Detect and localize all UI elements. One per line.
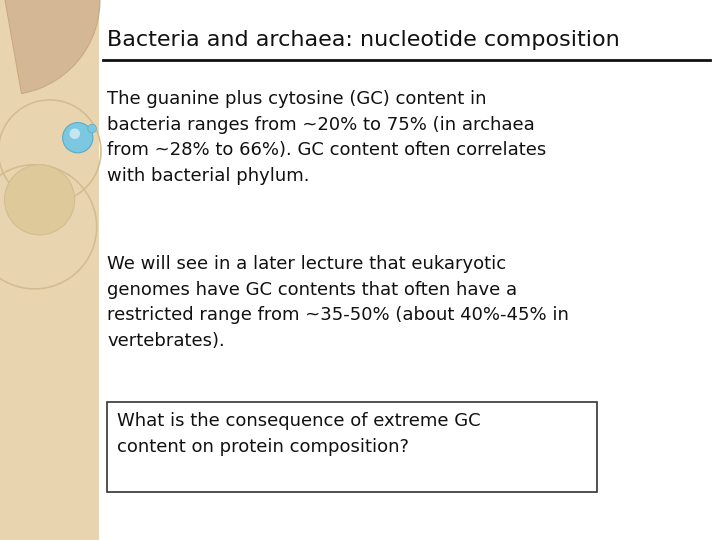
Text: We will see in a later lecture that eukaryotic
genomes have GC contents that oft: We will see in a later lecture that euka…	[107, 255, 570, 350]
Circle shape	[69, 129, 80, 139]
Text: What is the consequence of extreme GC
content on protein composition?: What is the consequence of extreme GC co…	[117, 412, 481, 456]
Circle shape	[63, 123, 93, 153]
Bar	[0, 0, 99, 540]
Bar	[107, 402, 598, 492]
Text: The guanine plus cytosine (GC) content in
bacteria ranges from ~20% to 75% (in a: The guanine plus cytosine (GC) content i…	[107, 90, 546, 185]
Circle shape	[4, 165, 75, 235]
Text: Bacteria and archaea: nucleotide composition: Bacteria and archaea: nucleotide composi…	[107, 30, 620, 50]
Circle shape	[88, 124, 96, 133]
Wedge shape	[5, 0, 100, 93]
